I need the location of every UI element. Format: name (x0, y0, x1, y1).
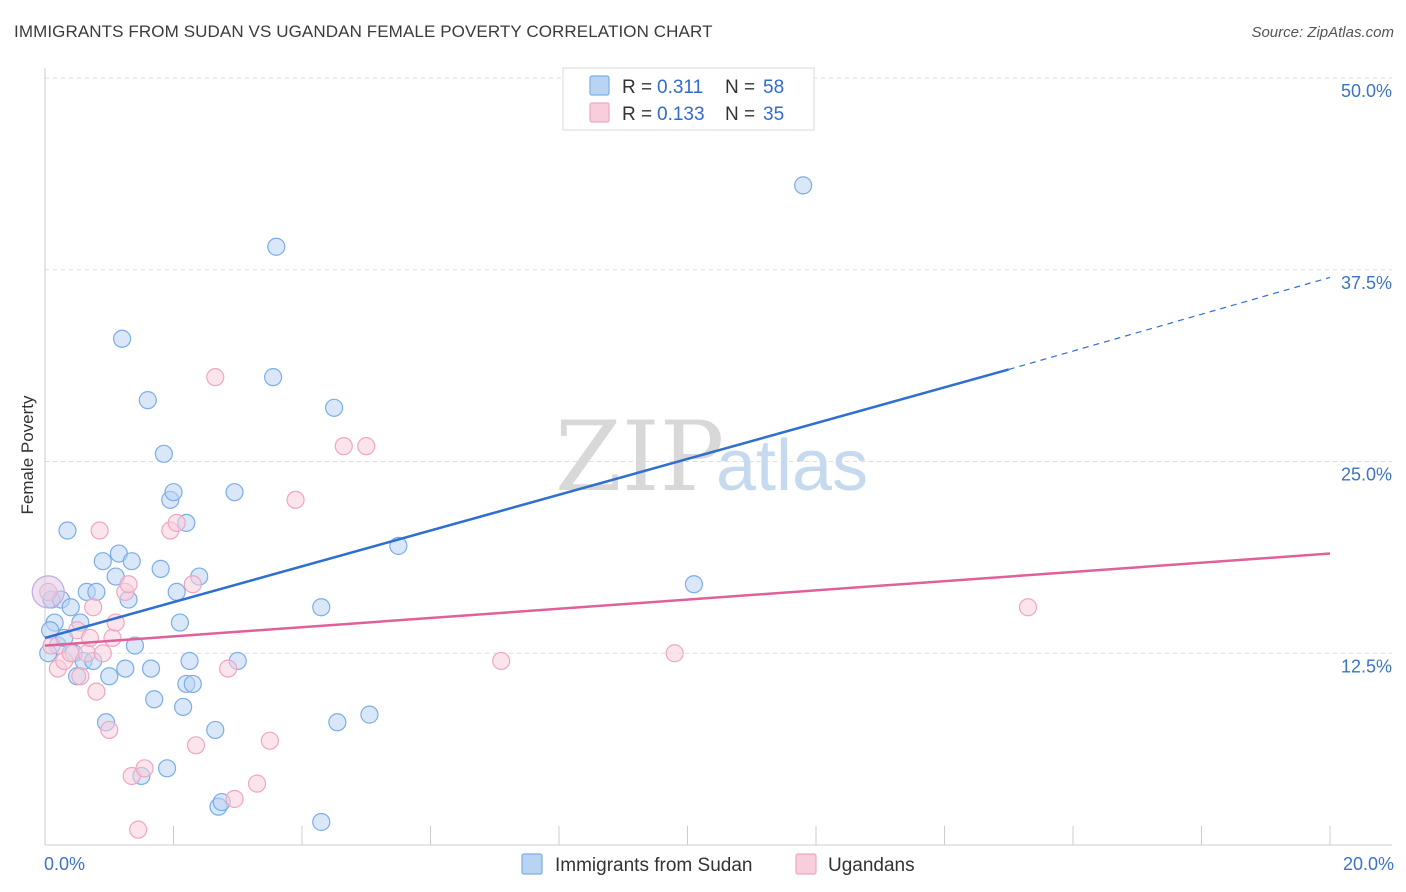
point-sudan (151, 559, 170, 578)
point-ugandans (71, 667, 90, 686)
point-sudan (164, 483, 183, 502)
point-sudan (112, 329, 132, 348)
point-ugandans (206, 368, 225, 387)
data-points (31, 176, 1038, 839)
point-sudan (87, 582, 106, 601)
point-sudan (328, 713, 347, 732)
trend-line-ugandans (44, 552, 1331, 647)
point-ugandans (119, 575, 138, 594)
legend-r-value-sudan: 0.311 (657, 77, 703, 98)
point-sudan (312, 812, 331, 832)
legend-swatch-ugandans (589, 102, 610, 123)
point-ugandans (103, 628, 122, 648)
point-sudan (267, 237, 286, 256)
legend-n-label-ugandans: N = (725, 104, 755, 125)
x-tick-label-min: 0.0% (44, 854, 85, 874)
y-tick-labels: 12.5% 25.0% 37.5% 50.0% (1341, 81, 1392, 676)
point-sudan (174, 697, 193, 717)
series-legend-label-ugandans: Ugandans (828, 855, 915, 876)
stats-legend: R = 0.311 N = 58 R = 0.133 N = 35 (562, 67, 815, 131)
y-tick-label: 25.0% (1341, 465, 1392, 485)
point-ugandans (1018, 598, 1038, 617)
trend-lines (44, 276, 1331, 647)
point-sudan (100, 667, 119, 686)
series-legend-swatch-ugandans (795, 853, 817, 875)
point-sudan (325, 398, 344, 417)
legend-r-label-ugandans: R = (622, 104, 652, 125)
point-ugandans (492, 651, 511, 671)
trend-line-sudan (44, 368, 1010, 640)
legend-n-value-ugandans: 35 (763, 104, 784, 125)
point-ugandans (186, 736, 206, 755)
y-tick-label: 12.5% (1341, 656, 1392, 676)
point-sudan (141, 659, 161, 678)
point-sudan (170, 613, 190, 632)
point-sudan (183, 674, 202, 694)
point-sudan (116, 659, 135, 678)
point-ugandans (357, 437, 376, 456)
grid-lines (45, 77, 1392, 654)
series-legend: Immigrants from Sudan Ugandans (521, 853, 915, 876)
legend-r-value-ugandans: 0.133 (657, 104, 705, 125)
point-sudan (180, 651, 199, 671)
point-ugandans (135, 759, 154, 778)
point-ugandans (183, 575, 202, 594)
point-cluster (31, 575, 65, 609)
legend-r-label-sudan: R = (622, 77, 652, 98)
point-ugandans (260, 731, 279, 750)
point-ugandans (167, 513, 186, 532)
point-sudan (154, 444, 173, 463)
point-ugandans (93, 644, 112, 663)
point-sudan (167, 582, 186, 601)
point-ugandans (225, 789, 244, 809)
point-ugandans (247, 774, 267, 793)
point-ugandans (286, 490, 305, 509)
point-ugandans (129, 820, 148, 839)
point-ugandans (87, 682, 106, 701)
y-tick-label: 37.5% (1341, 273, 1392, 293)
point-sudan (263, 368, 283, 387)
point-ugandans (665, 644, 684, 663)
series-legend-swatch-sudan (521, 853, 543, 875)
point-sudan (206, 720, 225, 740)
point-sudan (312, 598, 331, 617)
source-note: Source: ZipAtlas.com (1251, 24, 1394, 41)
point-ugandans (61, 644, 80, 663)
point-sudan (138, 391, 157, 410)
trend-line-sudan-extension (1008, 276, 1331, 371)
point-sudan (684, 575, 704, 594)
point-sudan (61, 598, 80, 617)
point-sudan (360, 705, 379, 724)
legend-n-value-sudan: 58 (763, 77, 784, 98)
point-sudan (157, 759, 177, 778)
point-sudan (93, 552, 112, 571)
y-tick-label: 50.0% (1341, 81, 1392, 101)
point-sudan (125, 636, 145, 655)
point-ugandans (219, 659, 238, 678)
watermark: ZIP atlas (555, 401, 868, 513)
x-tick-labels: 0.0% 20.0% (44, 854, 1394, 874)
point-sudan (122, 552, 141, 571)
axes (44, 68, 1392, 846)
point-ugandans (84, 598, 103, 617)
point-ugandans (334, 437, 353, 456)
point-ugandans (100, 720, 119, 740)
point-sudan (145, 690, 164, 709)
series-legend-label-sudan: Immigrants from Sudan (555, 855, 752, 876)
x-tick-label-max: 20.0% (1343, 854, 1394, 874)
legend-n-label-sudan: N = (725, 77, 755, 98)
point-sudan (794, 176, 813, 195)
point-ugandans (77, 644, 96, 663)
watermark-atlas: atlas (716, 426, 868, 506)
point-sudan (58, 521, 77, 540)
point-ugandans (90, 521, 109, 540)
legend-swatch-sudan (589, 75, 610, 96)
point-sudan (225, 483, 244, 502)
chart-title: IMMIGRANTS FROM SUDAN VS UGANDAN FEMALE … (14, 22, 713, 41)
